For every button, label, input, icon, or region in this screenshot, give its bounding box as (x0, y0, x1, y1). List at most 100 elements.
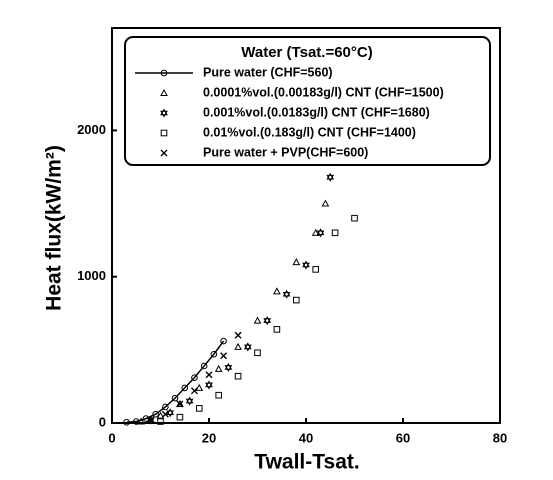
marker (312, 266, 319, 273)
marker-shape (160, 110, 168, 118)
marker-shape (234, 372, 242, 380)
marker (311, 228, 320, 236)
marker (292, 258, 301, 266)
marker-shape (254, 349, 261, 357)
marker-shape (302, 262, 310, 270)
marker-shape (224, 362, 233, 370)
marker-shape (160, 69, 168, 77)
marker (253, 316, 262, 324)
marker (215, 391, 222, 399)
marker-shape (195, 383, 204, 391)
marker (162, 403, 169, 411)
marker-shape (171, 394, 179, 402)
y-tick-label: 1000 (77, 268, 106, 283)
marker-shape (282, 289, 291, 297)
marker-shape (161, 410, 169, 418)
marker-shape (205, 371, 213, 379)
marker (160, 149, 168, 157)
marker-shape (243, 342, 252, 350)
marker-shape (190, 387, 198, 395)
marker (234, 342, 242, 350)
marker (224, 362, 233, 372)
marker (195, 383, 204, 391)
marker (293, 296, 300, 304)
marker-shape (166, 408, 175, 416)
marker-shape (311, 228, 320, 236)
marker (316, 228, 325, 238)
marker (331, 229, 339, 237)
marker (190, 387, 198, 395)
legend-label: Pure water (CHF=560) (203, 65, 333, 79)
marker (185, 396, 194, 406)
marker (234, 372, 242, 380)
marker-shape (234, 342, 242, 350)
x-axis-label: Twall-Tsat. (254, 451, 359, 474)
marker-shape (321, 199, 330, 207)
marker (273, 326, 281, 333)
marker (123, 418, 130, 426)
marker-shape (176, 400, 184, 408)
marker (273, 287, 281, 295)
marker-shape (137, 417, 145, 425)
marker (176, 399, 184, 407)
marker (176, 400, 184, 408)
marker-shape (176, 413, 184, 421)
marker-shape (220, 352, 228, 360)
marker (160, 69, 168, 77)
marker (157, 418, 164, 425)
marker (160, 129, 168, 137)
marker-shape (147, 416, 155, 424)
marker-shape (205, 382, 213, 390)
marker (171, 394, 179, 402)
marker (200, 362, 208, 370)
x-tick-label: 80 (493, 430, 507, 445)
marker (210, 350, 218, 358)
legend-label: 0.0001%vol.(0.00183g/l) CNT (CHF=1500) (203, 85, 444, 99)
marker (181, 384, 189, 392)
marker-shape (263, 316, 272, 323)
x-tick-label: 60 (396, 430, 410, 445)
marker (220, 352, 228, 360)
marker (254, 349, 261, 357)
marker-shape (316, 230, 325, 238)
marker-shape (160, 88, 168, 96)
marker (160, 108, 168, 118)
marker-shape (200, 362, 208, 370)
marker-shape (176, 399, 184, 407)
marker-shape (160, 129, 168, 137)
marker (214, 364, 223, 372)
marker (160, 88, 168, 96)
marker (196, 405, 203, 412)
marker-shape (166, 410, 175, 418)
marker (191, 374, 198, 381)
marker-shape (234, 331, 242, 339)
marker-shape (205, 380, 213, 388)
marker-shape (351, 214, 358, 222)
x-tick-label: 0 (108, 430, 115, 445)
marker-shape (331, 229, 339, 237)
marker (205, 380, 213, 390)
marker (152, 410, 159, 418)
marker (263, 316, 272, 326)
marker-shape (312, 266, 319, 273)
legend-label: 0.001%vol.(0.0183g/l) CNT (CHF=1680) (203, 105, 430, 119)
marker-shape (243, 344, 252, 352)
marker (234, 331, 242, 339)
marker-shape (273, 326, 281, 333)
marker (282, 289, 291, 299)
marker-shape (253, 316, 262, 324)
marker-shape (224, 365, 233, 372)
marker (205, 371, 213, 379)
marker-shape (185, 396, 194, 404)
marker (166, 408, 175, 418)
marker (243, 342, 252, 352)
marker-shape (191, 374, 198, 381)
marker-shape (326, 174, 335, 182)
marker (176, 413, 184, 421)
y-tick-label: 2000 (77, 122, 106, 137)
legend-title: Water (Tsat.=60°C) (241, 44, 372, 61)
marker (161, 410, 169, 418)
marker (302, 260, 310, 270)
marker-shape (220, 337, 227, 345)
